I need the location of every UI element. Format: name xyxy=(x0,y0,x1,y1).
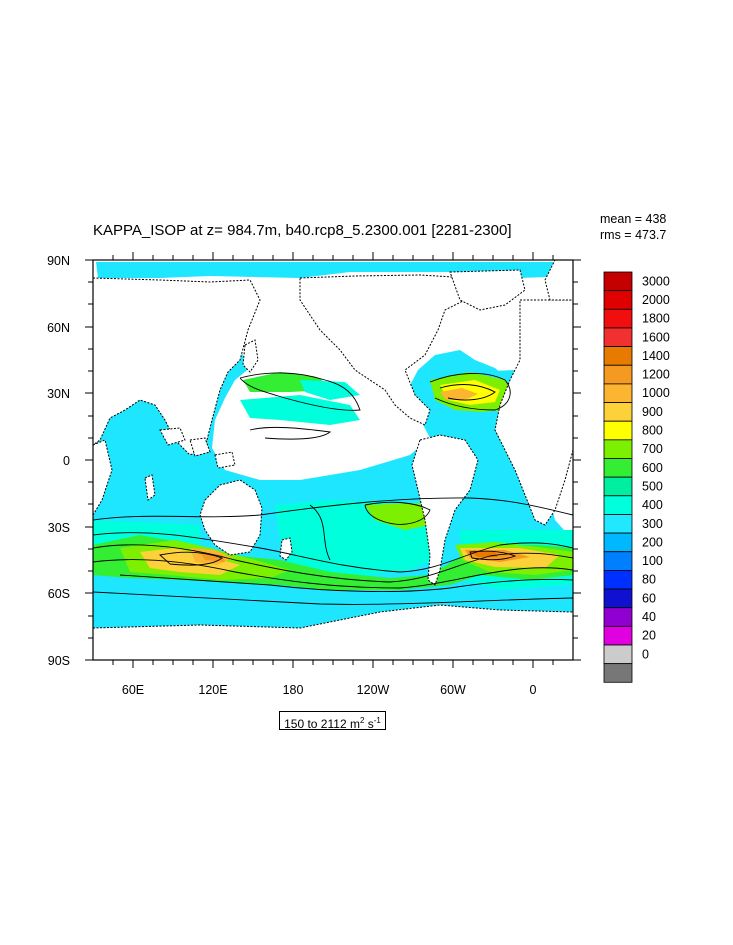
colorbar-swatch xyxy=(603,476,633,497)
colorbar-label: 1600 xyxy=(642,330,670,344)
colorbar-swatch xyxy=(603,271,633,292)
colorbar-swatch xyxy=(603,551,633,571)
lon-label-60e: 60E xyxy=(122,683,144,697)
mean-value: mean = 438 xyxy=(600,212,667,226)
lat-label-30s: 30S xyxy=(48,521,70,535)
colorbar-swatch xyxy=(603,495,633,515)
colorbar-label: 1000 xyxy=(642,386,670,400)
colorbar-swatch xyxy=(603,364,633,385)
colorbar-label: 800 xyxy=(642,424,663,438)
colorbar-swatch xyxy=(603,644,633,665)
colorbar-swatch xyxy=(603,402,633,422)
colorbar-label: 1200 xyxy=(642,368,670,382)
colorbar-swatch xyxy=(603,308,633,329)
colorbar-label: 500 xyxy=(642,479,663,493)
lat-label-60n: 60N xyxy=(47,321,70,335)
colorbar-swatch xyxy=(603,346,633,366)
colorbar-label: 0 xyxy=(642,647,649,661)
lon-label-120w: 120W xyxy=(357,683,390,697)
colorbar-swatch xyxy=(603,514,633,534)
lon-label-0: 0 xyxy=(530,683,537,697)
colorbar-label: 300 xyxy=(642,517,663,531)
colorbar-swatch xyxy=(603,532,633,553)
stats-panel: mean = 438 rms = 473.7 xyxy=(600,211,666,243)
contour-lines xyxy=(93,372,573,605)
colorbar-swatch xyxy=(603,588,633,609)
lat-label-90s: 90S xyxy=(48,654,70,668)
chart-title: KAPPA_ISOP at z= 984.7m, b40.rcp8_5.2300… xyxy=(93,222,512,239)
colorbar-label: 1800 xyxy=(642,312,670,326)
lat-label-60s: 60S xyxy=(48,587,70,601)
colorbar-label: 2000 xyxy=(642,293,670,307)
colorbar-swatch xyxy=(603,290,633,310)
colorbar-swatch xyxy=(603,327,633,348)
colorbar-swatch xyxy=(603,663,633,683)
map-plot-area xyxy=(93,260,573,660)
lat-label-90n: 90N xyxy=(47,254,70,268)
colorbar-label: 900 xyxy=(642,405,663,419)
colorbar: 3000200018001600140012001000900800700600… xyxy=(603,271,670,683)
colorbar-label: 20 xyxy=(642,629,656,643)
units-s: s xyxy=(364,717,374,731)
colorbar-swatch xyxy=(603,570,633,590)
units-sup-2: 2 xyxy=(359,716,365,725)
lon-label-120e: 120E xyxy=(198,683,227,697)
colorbar-label: 700 xyxy=(642,442,663,456)
lon-label-180: 180 xyxy=(283,683,304,697)
colorbar-label: 1400 xyxy=(642,349,670,363)
colorbar-label: 400 xyxy=(642,498,663,512)
units-sup-neg1: -1 xyxy=(373,716,381,725)
lon-label-60w: 60W xyxy=(440,683,466,697)
colorbar-label: 40 xyxy=(642,610,656,624)
colorbar-swatch xyxy=(603,625,633,646)
colorbar-label: 100 xyxy=(642,554,663,568)
colorbar-swatch xyxy=(603,607,633,627)
lat-ticks xyxy=(85,259,581,661)
colorbar-swatch xyxy=(603,420,633,441)
colorbar-label: 600 xyxy=(642,461,663,475)
colorbar-swatch xyxy=(603,439,633,459)
colorbar-label: 60 xyxy=(642,591,656,605)
colorbar-swatch xyxy=(603,383,633,403)
lat-label-30n: 30N xyxy=(47,387,70,401)
units-range: 150 to 2112 m xyxy=(284,717,360,731)
landmasses xyxy=(93,260,573,660)
colorbar-label: 3000 xyxy=(642,274,670,288)
colorbar-label: 200 xyxy=(642,535,663,549)
lat-label-eq: 0 xyxy=(63,454,70,468)
colorbar-label: 80 xyxy=(642,573,656,587)
rms-value: rms = 473.7 xyxy=(600,228,667,242)
colorbar-swatch xyxy=(603,458,633,478)
units-label: 150 to 2112 m2 s-1 xyxy=(279,711,386,731)
lon-ticks xyxy=(112,252,554,668)
